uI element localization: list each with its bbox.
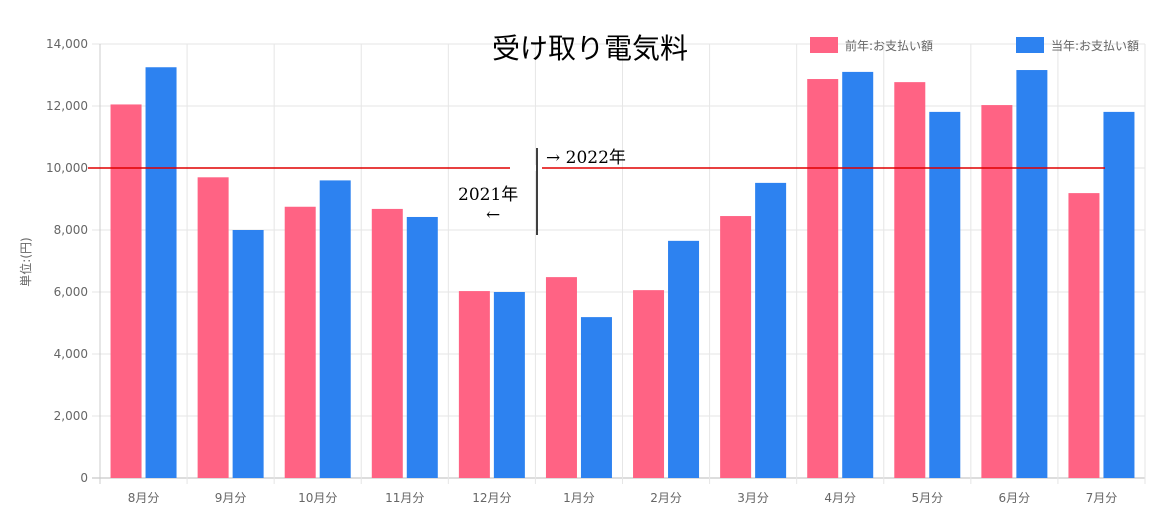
legend[interactable]: 前年:お支払い額 当年:お支払い額	[810, 37, 1139, 53]
chart-title: 受け取り電気料	[492, 32, 688, 65]
bar-curr[interactable]	[406, 216, 438, 479]
y-tick-label: 14,000	[46, 37, 88, 51]
bar-curr[interactable]	[145, 67, 177, 478]
bar-prev[interactable]	[807, 79, 839, 478]
bar-prev[interactable]	[720, 216, 752, 479]
reference-line-gap	[510, 165, 542, 171]
x-ticks: 8月分 9月分 10月分 11月分 12月分 1月分 2月分 3月分 4月分 5月分 6月分 7月分	[128, 491, 1118, 505]
bar-curr[interactable]	[493, 292, 525, 478]
x-tick-label: 5月分	[911, 491, 943, 505]
bar-curr[interactable]	[1016, 70, 1048, 478]
bar-prev[interactable]	[458, 291, 490, 478]
bar-prev[interactable]	[981, 105, 1013, 478]
y-tick-label: 6,000	[54, 285, 88, 299]
x-tick-label: 7月分	[1086, 491, 1118, 505]
x-tick-label: 10月分	[298, 491, 337, 505]
bar-curr[interactable]	[232, 230, 264, 478]
bar-curr[interactable]	[580, 317, 612, 478]
x-tick-label: 3月分	[737, 491, 769, 505]
x-tick-label: 6月分	[999, 491, 1031, 505]
y-tick-label: 10,000	[46, 161, 88, 175]
y-tick-label: 2,000	[54, 409, 88, 423]
y-tick-label: 12,000	[46, 99, 88, 113]
bar-curr[interactable]	[668, 240, 700, 478]
annotation-2022: → 2022年	[546, 148, 626, 168]
x-tick-label: 9月分	[215, 491, 247, 505]
bar-curr[interactable]	[1103, 111, 1135, 478]
y-tick-label: 4,000	[54, 347, 88, 361]
bar-prev[interactable]	[545, 277, 577, 478]
y-ticks: 0 2,000 4,000 6,000 8,000 10,000 12,000 14,000	[46, 37, 88, 485]
bar-prev[interactable]	[284, 206, 316, 478]
x-tick-label: 12月分	[472, 491, 511, 505]
bar-curr[interactable]	[319, 180, 351, 478]
legend-label-curr[interactable]: 当年:お支払い額	[1051, 39, 1139, 53]
bar-curr[interactable]	[842, 71, 874, 479]
y-tick-label: 8,000	[54, 223, 88, 237]
legend-swatch-curr	[1016, 37, 1044, 53]
annotation-2021: 2021年	[458, 185, 518, 205]
x-tick-label: 2月分	[650, 491, 682, 505]
bar-prev[interactable]	[197, 177, 229, 479]
bar-prev[interactable]	[894, 82, 926, 478]
bar-prev[interactable]	[1068, 193, 1100, 479]
bar-prev[interactable]	[110, 104, 142, 478]
annotation-left-arrow: ←	[486, 205, 500, 225]
x-tick-label: 4月分	[824, 491, 856, 505]
bar-curr[interactable]	[929, 111, 961, 478]
bar-prev[interactable]	[633, 290, 665, 478]
legend-swatch-prev	[810, 37, 838, 53]
x-tick-label: 11月分	[385, 491, 424, 505]
legend-label-prev[interactable]: 前年:お支払い額	[845, 38, 933, 53]
reference-line	[88, 165, 1105, 171]
y-tick-label: 0	[80, 471, 88, 485]
bar-prev[interactable]	[371, 208, 403, 479]
bars	[110, 67, 1135, 479]
x-tick-label: 1月分	[563, 491, 595, 505]
x-tick-label: 8月分	[128, 491, 160, 505]
y-axis-label: 単位:(円)	[18, 237, 33, 286]
bar-curr[interactable]	[755, 182, 787, 478]
